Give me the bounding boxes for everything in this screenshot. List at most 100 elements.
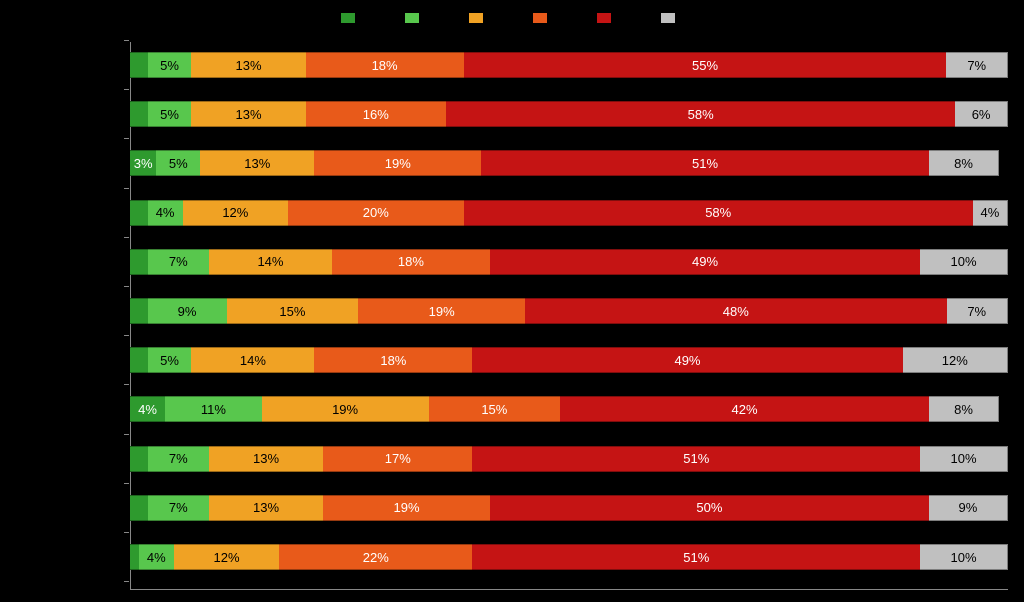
segment-label: 13% [235,58,261,73]
legend-item [404,12,428,24]
segment-label: 3% [134,156,153,171]
segment-label: 13% [253,500,279,515]
segment-label: 5% [160,58,179,73]
bar-segment: 55% [464,52,947,78]
segment-label: 12% [942,353,968,368]
segment-label: 10% [951,550,977,565]
bar-segment: 7% [148,495,209,521]
bar-segment: 6% [955,101,1008,127]
segment-label: 19% [429,304,455,319]
plot-area: 5%13%18%55%7%5%13%16%58%6%3%5%13%19%51%8… [130,42,1008,590]
bar-row: 4%12%20%58%4% [130,200,1008,226]
y-tick [124,237,129,238]
segment-label: 4% [138,402,157,417]
bar-segment: 58% [464,200,973,226]
segment-label: 22% [363,550,389,565]
bar-segment [130,446,148,472]
x-axis [130,589,1008,590]
chart-root: 5%13%18%55%7%5%13%16%58%6%3%5%13%19%51%8… [0,0,1024,602]
y-tick [124,89,129,90]
segment-label: 58% [688,107,714,122]
bar-segment: 16% [306,101,446,127]
segment-label: 4% [147,550,166,565]
segment-label: 7% [169,500,188,515]
segment-label: 18% [398,254,424,269]
legend-swatch [660,12,676,24]
segment-label: 8% [954,156,973,171]
y-tick [124,384,129,385]
y-tick [124,532,129,533]
segment-label: 9% [959,500,978,515]
bar-segment: 5% [156,150,200,176]
bar-segment: 3% [130,150,156,176]
segment-label: 19% [394,500,420,515]
bar-row: 5% 13% 16% 58% 6% [130,101,1008,127]
bar-segment [130,544,139,570]
bar-segment: 19% [262,396,429,422]
legend [0,6,1024,30]
segment-label: 50% [696,500,722,515]
bar-segment: 48% [525,298,946,324]
bar-segment: 18% [306,52,464,78]
segment-label: 17% [385,451,411,466]
bar-segment: 17% [323,446,472,472]
segment-label: 7% [967,304,986,319]
segment-label: 19% [332,402,358,417]
bar-segment: 18% [314,347,472,373]
bar-segment: 14% [191,347,314,373]
bar-segment: 19% [358,298,525,324]
segment-label: 48% [723,304,749,319]
segment-label: 51% [683,550,709,565]
bar-row: 7%13%17%51%10% [130,446,1008,472]
segment-label: 14% [240,353,266,368]
bar-row: 7%14%18%49%10% [130,249,1008,275]
segment-label: 13% [235,107,261,122]
segment-label: 15% [481,402,507,417]
bar-segment: 4% [973,200,1008,226]
bar-segment [130,298,148,324]
y-tick [124,581,129,582]
bar-segment: 13% [209,446,323,472]
segment-label: 5% [160,353,179,368]
bar-segment: 12% [903,347,1008,373]
segment-label: 7% [169,254,188,269]
segment-label: 4% [981,205,1000,220]
bar-segment: 11% [165,396,262,422]
bar-segment: 9% [929,495,1008,521]
bar-segment [130,200,148,226]
segment-label: 11% [201,402,226,417]
bar-segment: 18% [332,249,490,275]
legend-item [340,12,364,24]
bar-segment: 4% [130,396,165,422]
bar-segment: 51% [472,544,920,570]
segment-label: 14% [257,254,283,269]
bar-segment: 12% [174,544,279,570]
y-tick [124,138,129,139]
bar-row: 5%14%18%49%12% [130,347,1008,373]
bar-segment: 14% [209,249,332,275]
segment-label: 13% [253,451,279,466]
legend-item [660,12,684,24]
legend-item [596,12,620,24]
bar-segment: 5% [148,101,192,127]
bar-segment: 22% [279,544,472,570]
bar-segment [130,495,148,521]
segment-label: 19% [385,156,411,171]
segment-label: 12% [222,205,248,220]
bar-row: 4% 12% 22% 51% 10% [130,544,1008,570]
bar-segment: 4% [148,200,183,226]
bar-segment: 15% [227,298,359,324]
legend-swatch [404,12,420,24]
segment-label: 18% [372,58,398,73]
bar-segment [130,52,148,78]
bar-segment: 10% [920,249,1008,275]
y-tick [124,286,129,287]
segment-label: 8% [954,402,973,417]
segment-label: 58% [705,205,731,220]
bar-segment: 51% [481,150,929,176]
bar-segment: 12% [183,200,288,226]
bar-row: 7% 13% 19% 50% 9% [130,495,1008,521]
segment-label: 18% [380,353,406,368]
segment-label: 12% [214,550,240,565]
legend-item [532,12,556,24]
